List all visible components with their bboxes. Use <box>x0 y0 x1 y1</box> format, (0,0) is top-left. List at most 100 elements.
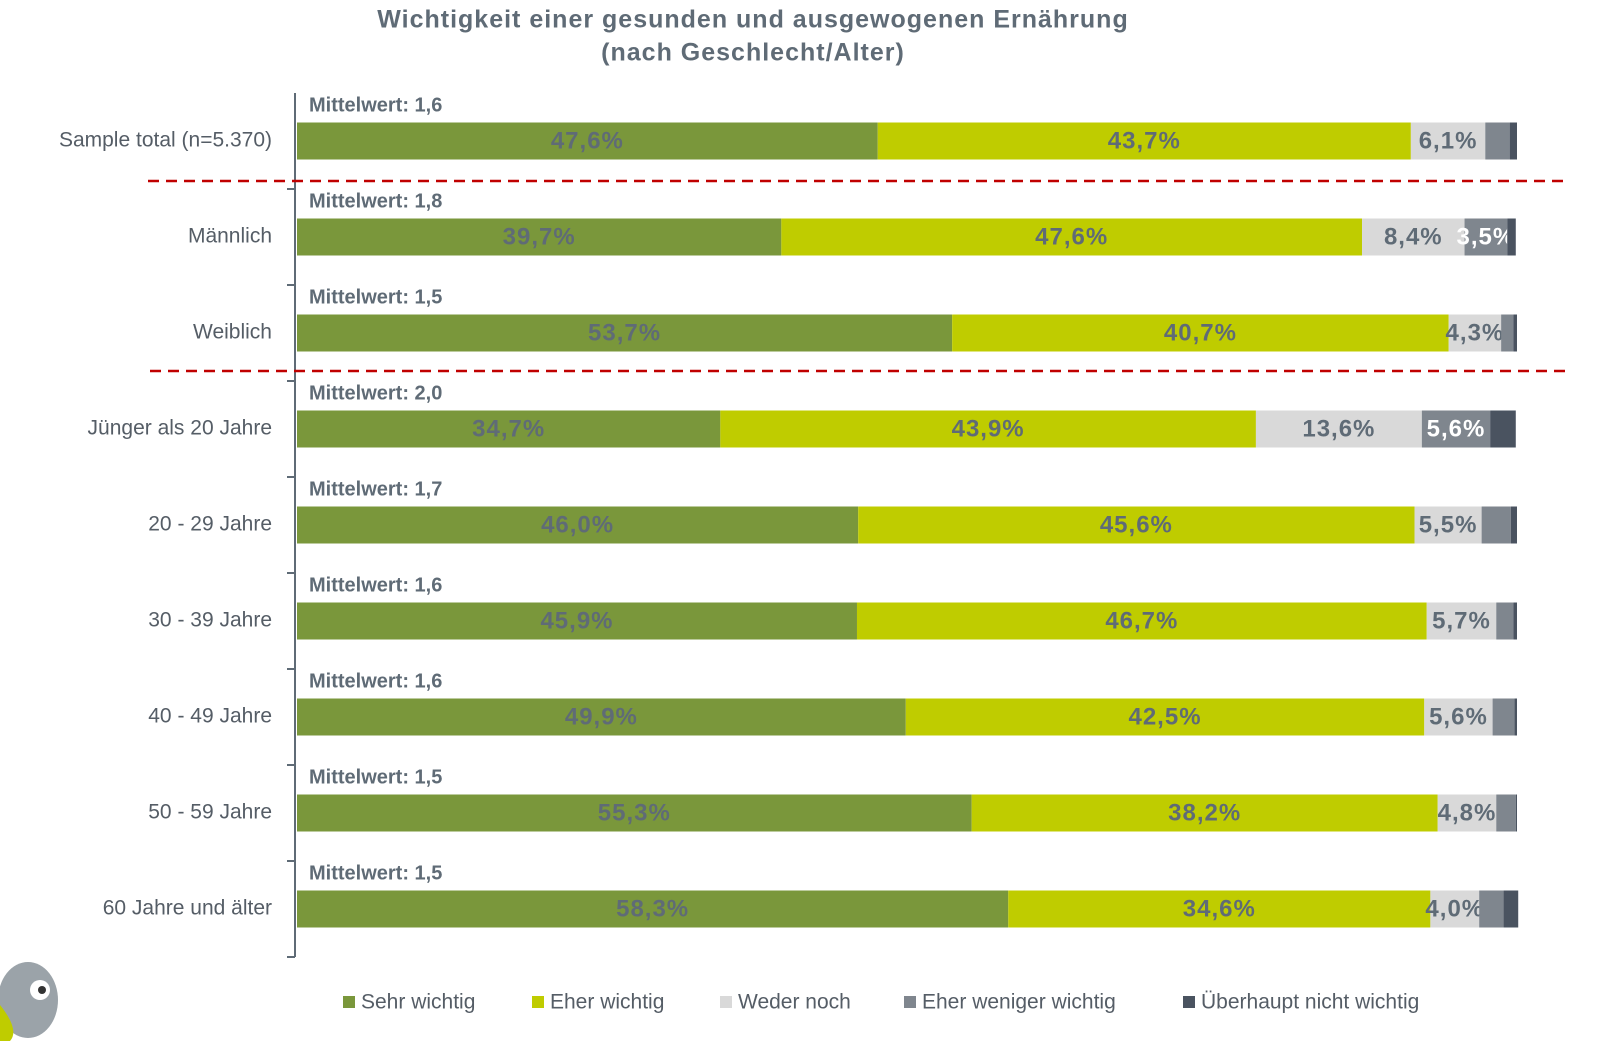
bar-segment <box>781 218 1363 256</box>
bar-segment <box>297 506 859 544</box>
value-label: 43,9% <box>952 415 1025 442</box>
legend-swatch <box>532 996 544 1008</box>
bar-segment <box>1485 122 1510 160</box>
legend-swatch <box>904 996 916 1008</box>
bar-segment <box>297 602 857 640</box>
bar-segment <box>856 602 1427 640</box>
annotation: Mittelwert: 1,6 <box>309 574 442 596</box>
annotation: Mittelwert: 1,5 <box>309 862 442 884</box>
bar-segment <box>1448 314 1502 352</box>
value-label: 46,0% <box>541 511 614 538</box>
bar-segment <box>952 314 1449 352</box>
value-label: 49,9% <box>565 703 638 730</box>
value-label: 53,7% <box>588 319 661 346</box>
bar-segment <box>297 410 721 448</box>
value-label: 47,6% <box>551 127 624 154</box>
bar-segment <box>1514 698 1517 736</box>
bar-segment <box>1507 218 1516 256</box>
value-label: 34,7% <box>472 415 545 442</box>
chart-title: Wichtigkeit einer gesunden und ausgewoge… <box>377 6 1128 34</box>
legend-swatch <box>343 996 355 1008</box>
value-label: 4,0% <box>1425 895 1484 922</box>
value-label: 47,6% <box>1035 223 1108 250</box>
legend-label: Überhaupt nicht wichtig <box>1201 991 1419 1014</box>
value-label: 5,7% <box>1432 607 1491 634</box>
category-label: 40 - 49 Jahre <box>148 705 272 728</box>
value-label: 8,4% <box>1384 223 1443 250</box>
legend-label: Weder noch <box>738 991 851 1014</box>
value-label: 4,3% <box>1446 319 1505 346</box>
bar-segment <box>1515 794 1517 832</box>
bar-segment <box>1501 314 1514 352</box>
bar-segment <box>297 794 972 832</box>
value-label: 13,6% <box>1302 415 1375 442</box>
legend-label: Sehr wichtig <box>361 991 475 1014</box>
bar-segment <box>1437 794 1497 832</box>
bar-segment <box>1492 698 1515 736</box>
bar-segment <box>1424 698 1493 736</box>
bar-segment <box>1410 122 1486 160</box>
bar-segment <box>1496 794 1516 832</box>
category-label: 30 - 39 Jahre <box>148 609 272 632</box>
bar-segment <box>1481 506 1511 544</box>
legend-swatch <box>720 996 732 1008</box>
value-label: 55,3% <box>598 799 671 826</box>
category-label: 60 Jahre und älter <box>103 897 272 920</box>
value-label: 34,6% <box>1183 895 1256 922</box>
value-label: 45,9% <box>540 607 613 634</box>
bar-segment <box>1430 890 1480 928</box>
value-label: 5,6% <box>1429 703 1488 730</box>
legend-label: Eher wichtig <box>550 991 664 1014</box>
chart-subtitle: (nach Geschlecht/Alter) <box>601 39 905 67</box>
bar-segment <box>297 890 1009 928</box>
bar-segment <box>1510 506 1517 544</box>
bar-segment <box>1479 890 1504 928</box>
bar-segment <box>297 218 782 256</box>
bar-segment <box>1509 122 1517 160</box>
bar-segment <box>1496 602 1514 640</box>
bar-segment <box>1503 890 1519 928</box>
category-label: 50 - 59 Jahre <box>148 801 272 824</box>
value-label: 5,6% <box>1427 415 1486 442</box>
bar-segment <box>1414 506 1482 544</box>
bar-segment <box>905 698 1425 736</box>
bar-segment <box>1008 890 1431 928</box>
value-label: 40,7% <box>1164 319 1237 346</box>
category-label: 20 - 29 Jahre <box>148 513 272 536</box>
value-label: 6,1% <box>1419 127 1478 154</box>
value-label: 45,6% <box>1100 511 1173 538</box>
bar-segment <box>1490 410 1516 448</box>
bar-segment <box>720 410 1256 448</box>
annotation: Mittelwert: 1,6 <box>309 670 442 692</box>
annotation: Mittelwert: 1,7 <box>309 478 442 500</box>
value-label: 43,7% <box>1108 127 1181 154</box>
annotation: Mittelwert: 1,6 <box>309 94 442 116</box>
value-label: 58,3% <box>616 895 689 922</box>
bar-segment <box>1421 410 1491 448</box>
bar-segment <box>1255 410 1422 448</box>
bar-segment <box>971 794 1438 832</box>
legend-label: Eher weniger wichtig <box>922 991 1116 1014</box>
value-label: 42,5% <box>1128 703 1201 730</box>
category-label: Sample total (n=5.370) <box>59 129 272 152</box>
annotation: Mittelwert: 2,0 <box>309 382 442 404</box>
bar-segment <box>858 506 1415 544</box>
bar-segment <box>1426 602 1497 640</box>
category-label: Männlich <box>188 225 272 248</box>
value-label: 38,2% <box>1168 799 1241 826</box>
bar-segment <box>1513 602 1517 640</box>
annotation: Mittelwert: 1,8 <box>309 190 442 212</box>
legend-swatch <box>1183 996 1195 1008</box>
annotation: Mittelwert: 1,5 <box>309 286 442 308</box>
bar-segment <box>297 314 953 352</box>
bar-segment <box>877 122 1411 160</box>
category-label: Weiblich <box>193 321 272 344</box>
bar-segment <box>1464 218 1508 256</box>
bar-segment <box>1513 314 1517 352</box>
mascot <box>0 962 58 1041</box>
bar-segment <box>1362 218 1465 256</box>
value-label: 46,7% <box>1105 607 1178 634</box>
category-label: Jünger als 20 Jahre <box>88 417 272 440</box>
value-label: 4,8% <box>1438 799 1497 826</box>
